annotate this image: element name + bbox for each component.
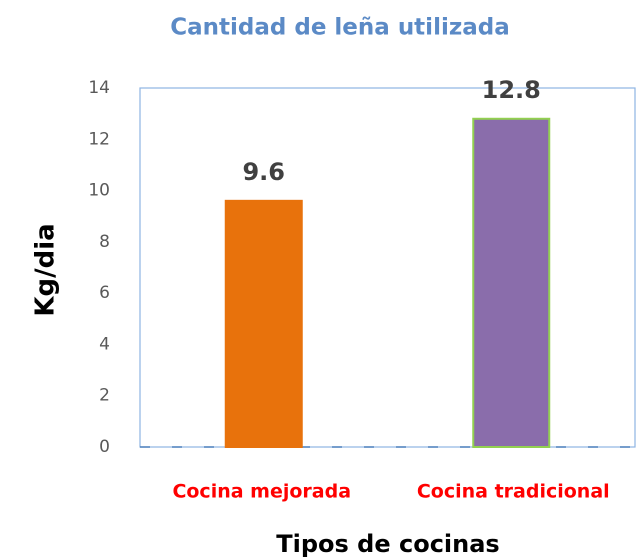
y-tick-label: 8 [99,232,110,252]
y-axis-label: Kg/dia [31,223,61,316]
y-tick-label: 12 [88,129,110,149]
bar [472,117,551,449]
bar [224,199,303,448]
x-axis-label: Tipos de cocinas [276,530,499,558]
chart-title: Cantidad de leña utilizada [170,15,509,41]
y-tick-label: 2 [99,386,110,406]
x-tick-label: Cocina tradicional [417,481,610,503]
x-tick-label: Cocina mejorada [172,481,351,503]
y-tick-label: 6 [99,283,110,303]
y-tick-label: 14 [88,78,110,98]
y-tick-label: 0 [99,437,110,457]
data-label: 9.6 [242,158,285,186]
y-tick-label: 4 [99,334,110,354]
plot-frame [139,87,636,448]
data-label: 12.8 [482,76,541,104]
y-tick-label: 10 [88,181,110,201]
